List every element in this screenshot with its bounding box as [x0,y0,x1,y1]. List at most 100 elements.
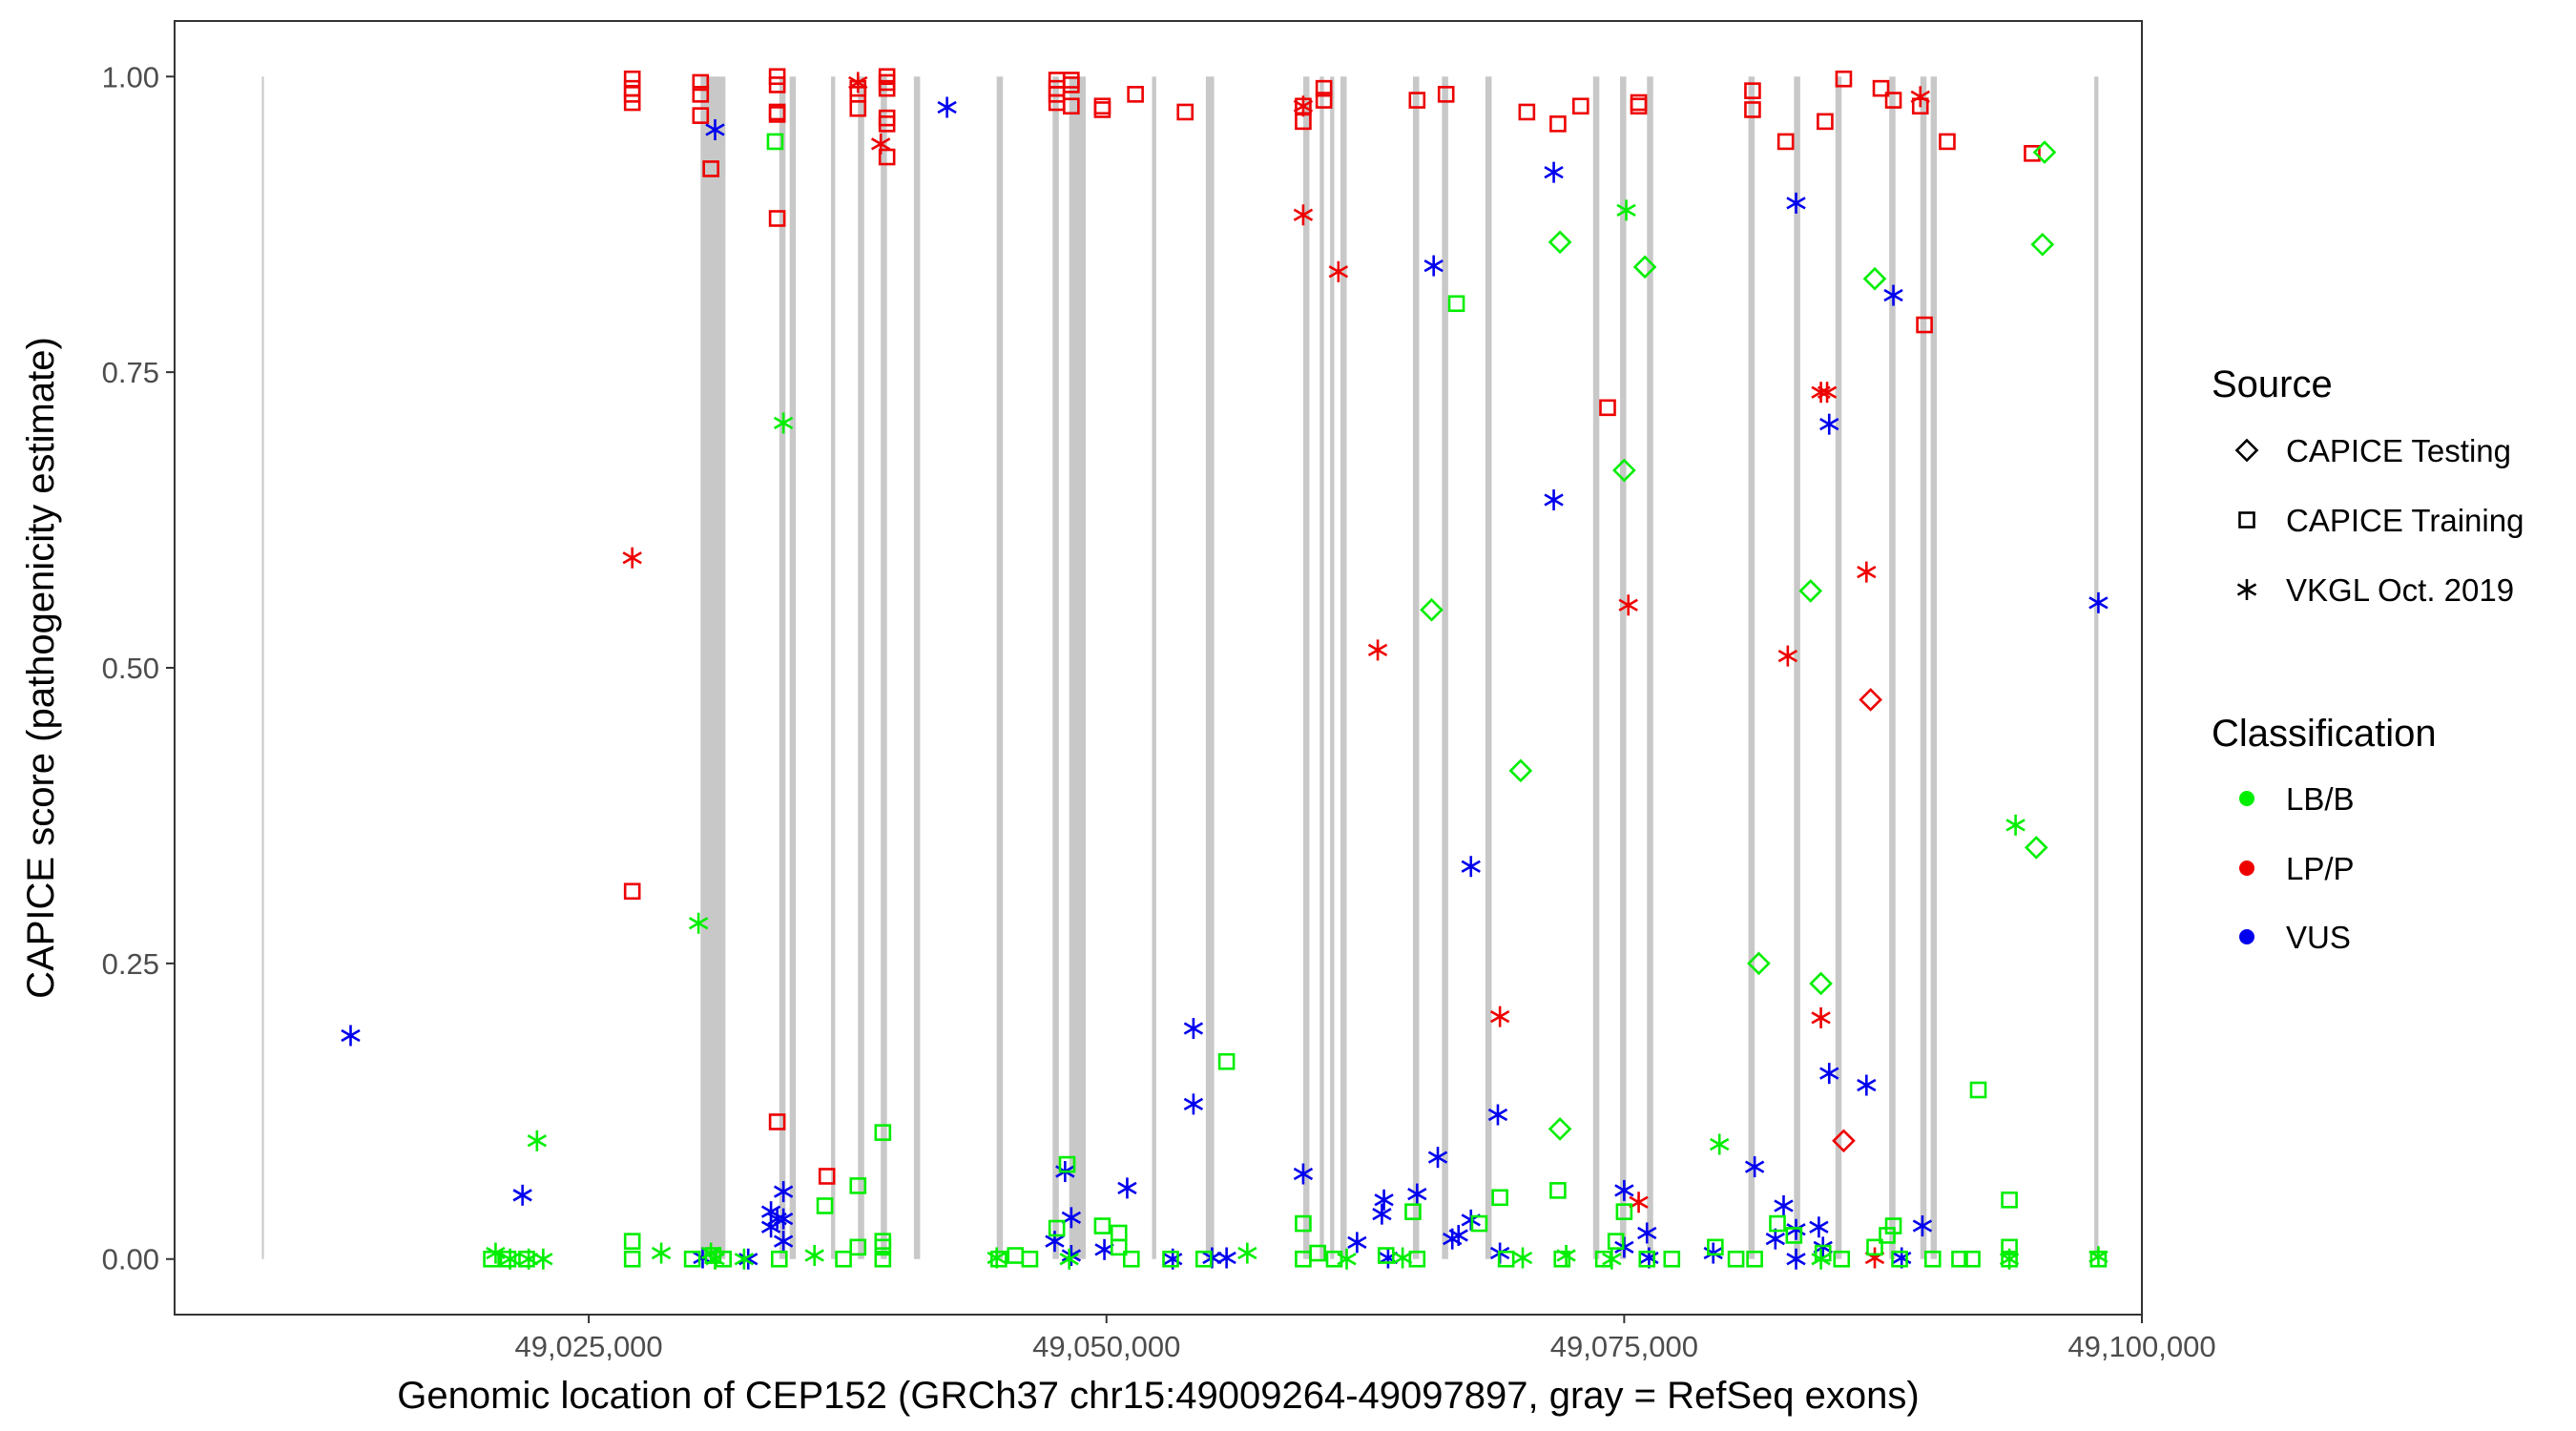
data-point [683,1250,701,1268]
data-point [766,133,784,151]
data-point [1614,1179,1634,1201]
data-point [1866,1238,1883,1256]
data-point [1744,101,1761,118]
data-point [1819,1063,1839,1085]
data-point [1916,316,1933,334]
data-point [341,1025,361,1047]
data-point [1117,1177,1137,1199]
data-point [512,1184,532,1206]
exon-band [1920,76,1927,1259]
data-point [1122,1250,1140,1268]
data-point [1293,95,1314,117]
exon-band [1647,76,1653,1259]
x-tick-label: 49,025,000 [515,1330,663,1363]
data-point [1859,688,1882,712]
exon-band [1152,76,1156,1259]
data-point [622,547,642,569]
data-point [1607,1233,1625,1250]
data-point [1404,1203,1422,1220]
data-point [1094,1238,1114,1260]
data-point [688,912,709,934]
data-point [1571,97,1589,115]
x-tick-label: 49,075,000 [1550,1330,1698,1363]
data-point [518,1250,535,1268]
legend-key-asterisk [2236,579,2257,600]
exon-band [1319,76,1324,1259]
data-point [1939,133,1956,151]
data-point [500,1248,520,1270]
data-point [1367,639,1388,661]
data-point [1315,92,1333,109]
data-point [1811,1248,1831,1270]
data-point [1727,1250,1745,1268]
exon-band [1620,76,1627,1259]
data-point [1508,758,1533,783]
data-point [1487,1104,1508,1126]
data-point [705,119,725,141]
data-point [1817,113,1834,131]
data-point [1833,1250,1851,1268]
x-tick-label: 49,100,000 [2067,1330,2215,1363]
exon-band [996,76,1004,1259]
data-point [1183,1093,1204,1115]
data-point [623,1250,641,1268]
data-point [1061,1245,1082,1267]
data-point [1774,1194,1794,1216]
data-point [651,1242,672,1264]
exon-band [1485,76,1492,1259]
exon-band [1205,76,1215,1259]
data-point [848,72,868,93]
x-tick-label: 49,050,000 [1032,1330,1180,1363]
data-point [870,133,891,155]
data-point [2001,1191,2018,1209]
data-point [1470,1214,1488,1233]
data-point [1420,597,1444,622]
data-point [1063,97,1080,115]
data-point [1447,295,1465,313]
data-point [1309,1244,1326,1262]
data-point [2032,140,2057,164]
y-tick-label: 0.75 [102,356,159,389]
legend-label-lbb: LB/B [2286,781,2355,817]
data-point [1912,1215,1933,1237]
data-point [1951,1250,1968,1268]
data-point [1408,92,1426,109]
data-point [1862,266,1887,291]
data-point [1195,1250,1213,1268]
data-point [1747,951,1771,976]
data-point [1407,1183,1427,1205]
data-point [1183,1018,1204,1040]
data-point [1629,1192,1649,1213]
data-point [937,96,957,118]
data-point [878,79,896,97]
data-point [1093,101,1111,118]
data-point [1599,399,1616,417]
exon-band [881,76,887,1259]
data-point [1461,856,1481,878]
legend-key-dot [2239,929,2254,944]
data-point [1337,1248,1357,1270]
data-point [1910,86,1930,108]
data-point [849,99,867,117]
exon-band [1889,76,1896,1259]
data-point [773,412,794,434]
data-point [1602,1248,1622,1270]
data-point [1785,1227,1803,1244]
data-point [1744,1156,1765,1178]
data-point [527,1130,548,1151]
data-point [878,148,896,166]
data-point [770,1250,788,1268]
data-point [1798,579,1823,603]
data-point [1969,1081,1987,1099]
data-point [990,1250,1008,1268]
data-point [1374,1189,1394,1211]
data-point [987,1247,1007,1269]
data-point [1556,1245,1576,1267]
data-point [1857,561,1877,583]
data-point [1616,199,1636,221]
data-point [1217,1052,1236,1070]
data-point [1061,1207,1082,1229]
data-point [1093,1217,1111,1234]
